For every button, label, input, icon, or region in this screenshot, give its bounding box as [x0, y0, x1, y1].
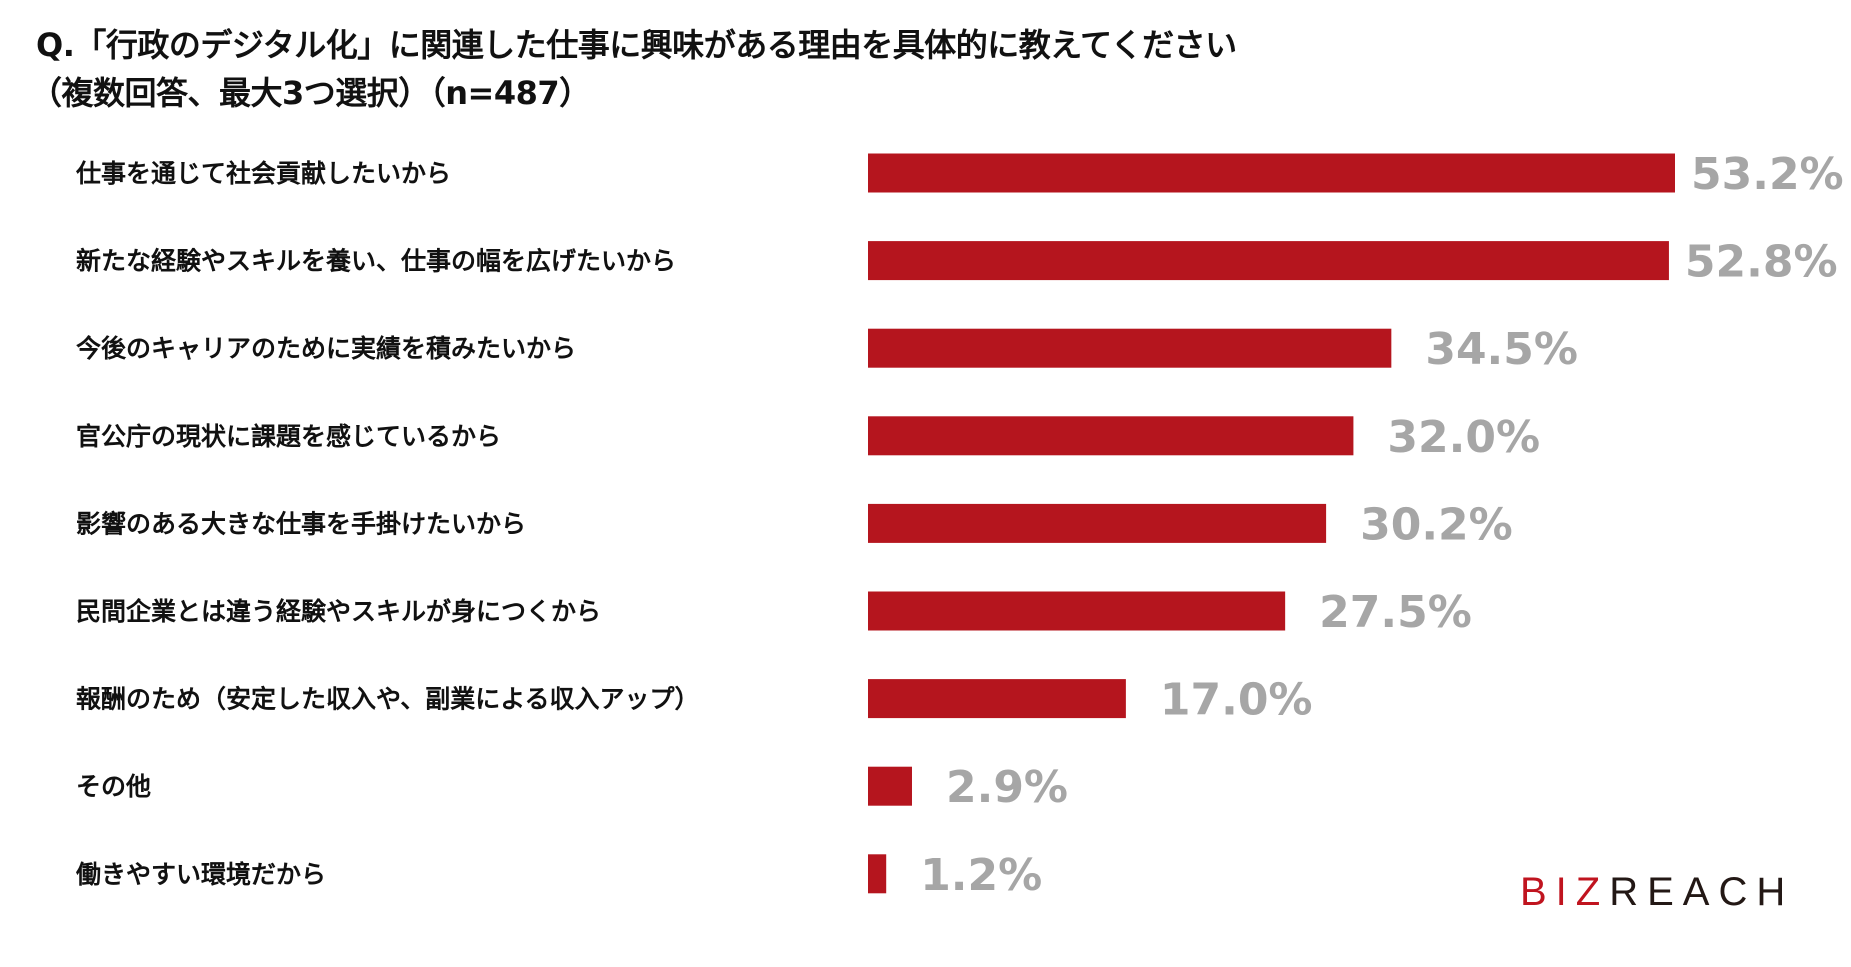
category-label: 仕事を通じて社会貢献したいから — [75, 159, 451, 188]
bar — [868, 328, 1392, 368]
bizreach-logo: BIZREACH — [1520, 870, 1794, 915]
category-label: 民間企業とは違う経験やスキルが身につくから — [76, 597, 601, 626]
bar — [868, 679, 1126, 719]
bar — [868, 241, 1669, 281]
category-label: 働きやすい環境だから — [75, 860, 326, 889]
category-label: その他 — [76, 772, 151, 801]
value-label: 17.0% — [1160, 675, 1313, 726]
bar — [868, 766, 912, 806]
bar — [868, 591, 1286, 631]
value-label: 1.2% — [920, 850, 1042, 901]
bar — [868, 153, 1675, 193]
bar — [868, 854, 887, 894]
chart-title: Q.「行政のデジタル化」に関連した仕事に興味がある理由を具体的に教えてください — [36, 26, 1237, 64]
value-label: 27.5% — [1319, 587, 1472, 638]
value-label: 2.9% — [946, 762, 1068, 813]
bar — [868, 416, 1354, 456]
category-label: 新たな経験やスキルを養い、仕事の幅を広げたいから — [76, 247, 676, 276]
value-label: 30.2% — [1360, 499, 1513, 550]
category-label: 報酬のため（安定した収入や、副業による収入アップ） — [76, 685, 700, 714]
value-label: 53.2% — [1691, 149, 1844, 200]
category-label: 官公庁の現状に課題を感じているから — [76, 422, 501, 451]
category-label: 今後のキャリアのために実績を積みたいから — [76, 334, 576, 363]
logo-biz: BIZ — [1520, 870, 1610, 914]
value-label: 32.0% — [1387, 412, 1540, 463]
bar — [868, 503, 1327, 543]
category-label: 影響のある大きな仕事を手掛けたいから — [76, 509, 526, 538]
chart-subtitle: （複数回答、最大3つ選択）（n=487） — [30, 74, 591, 112]
logo-reach: REACH — [1609, 870, 1795, 914]
value-label: 34.5% — [1425, 324, 1578, 375]
value-label: 52.8% — [1685, 237, 1838, 288]
